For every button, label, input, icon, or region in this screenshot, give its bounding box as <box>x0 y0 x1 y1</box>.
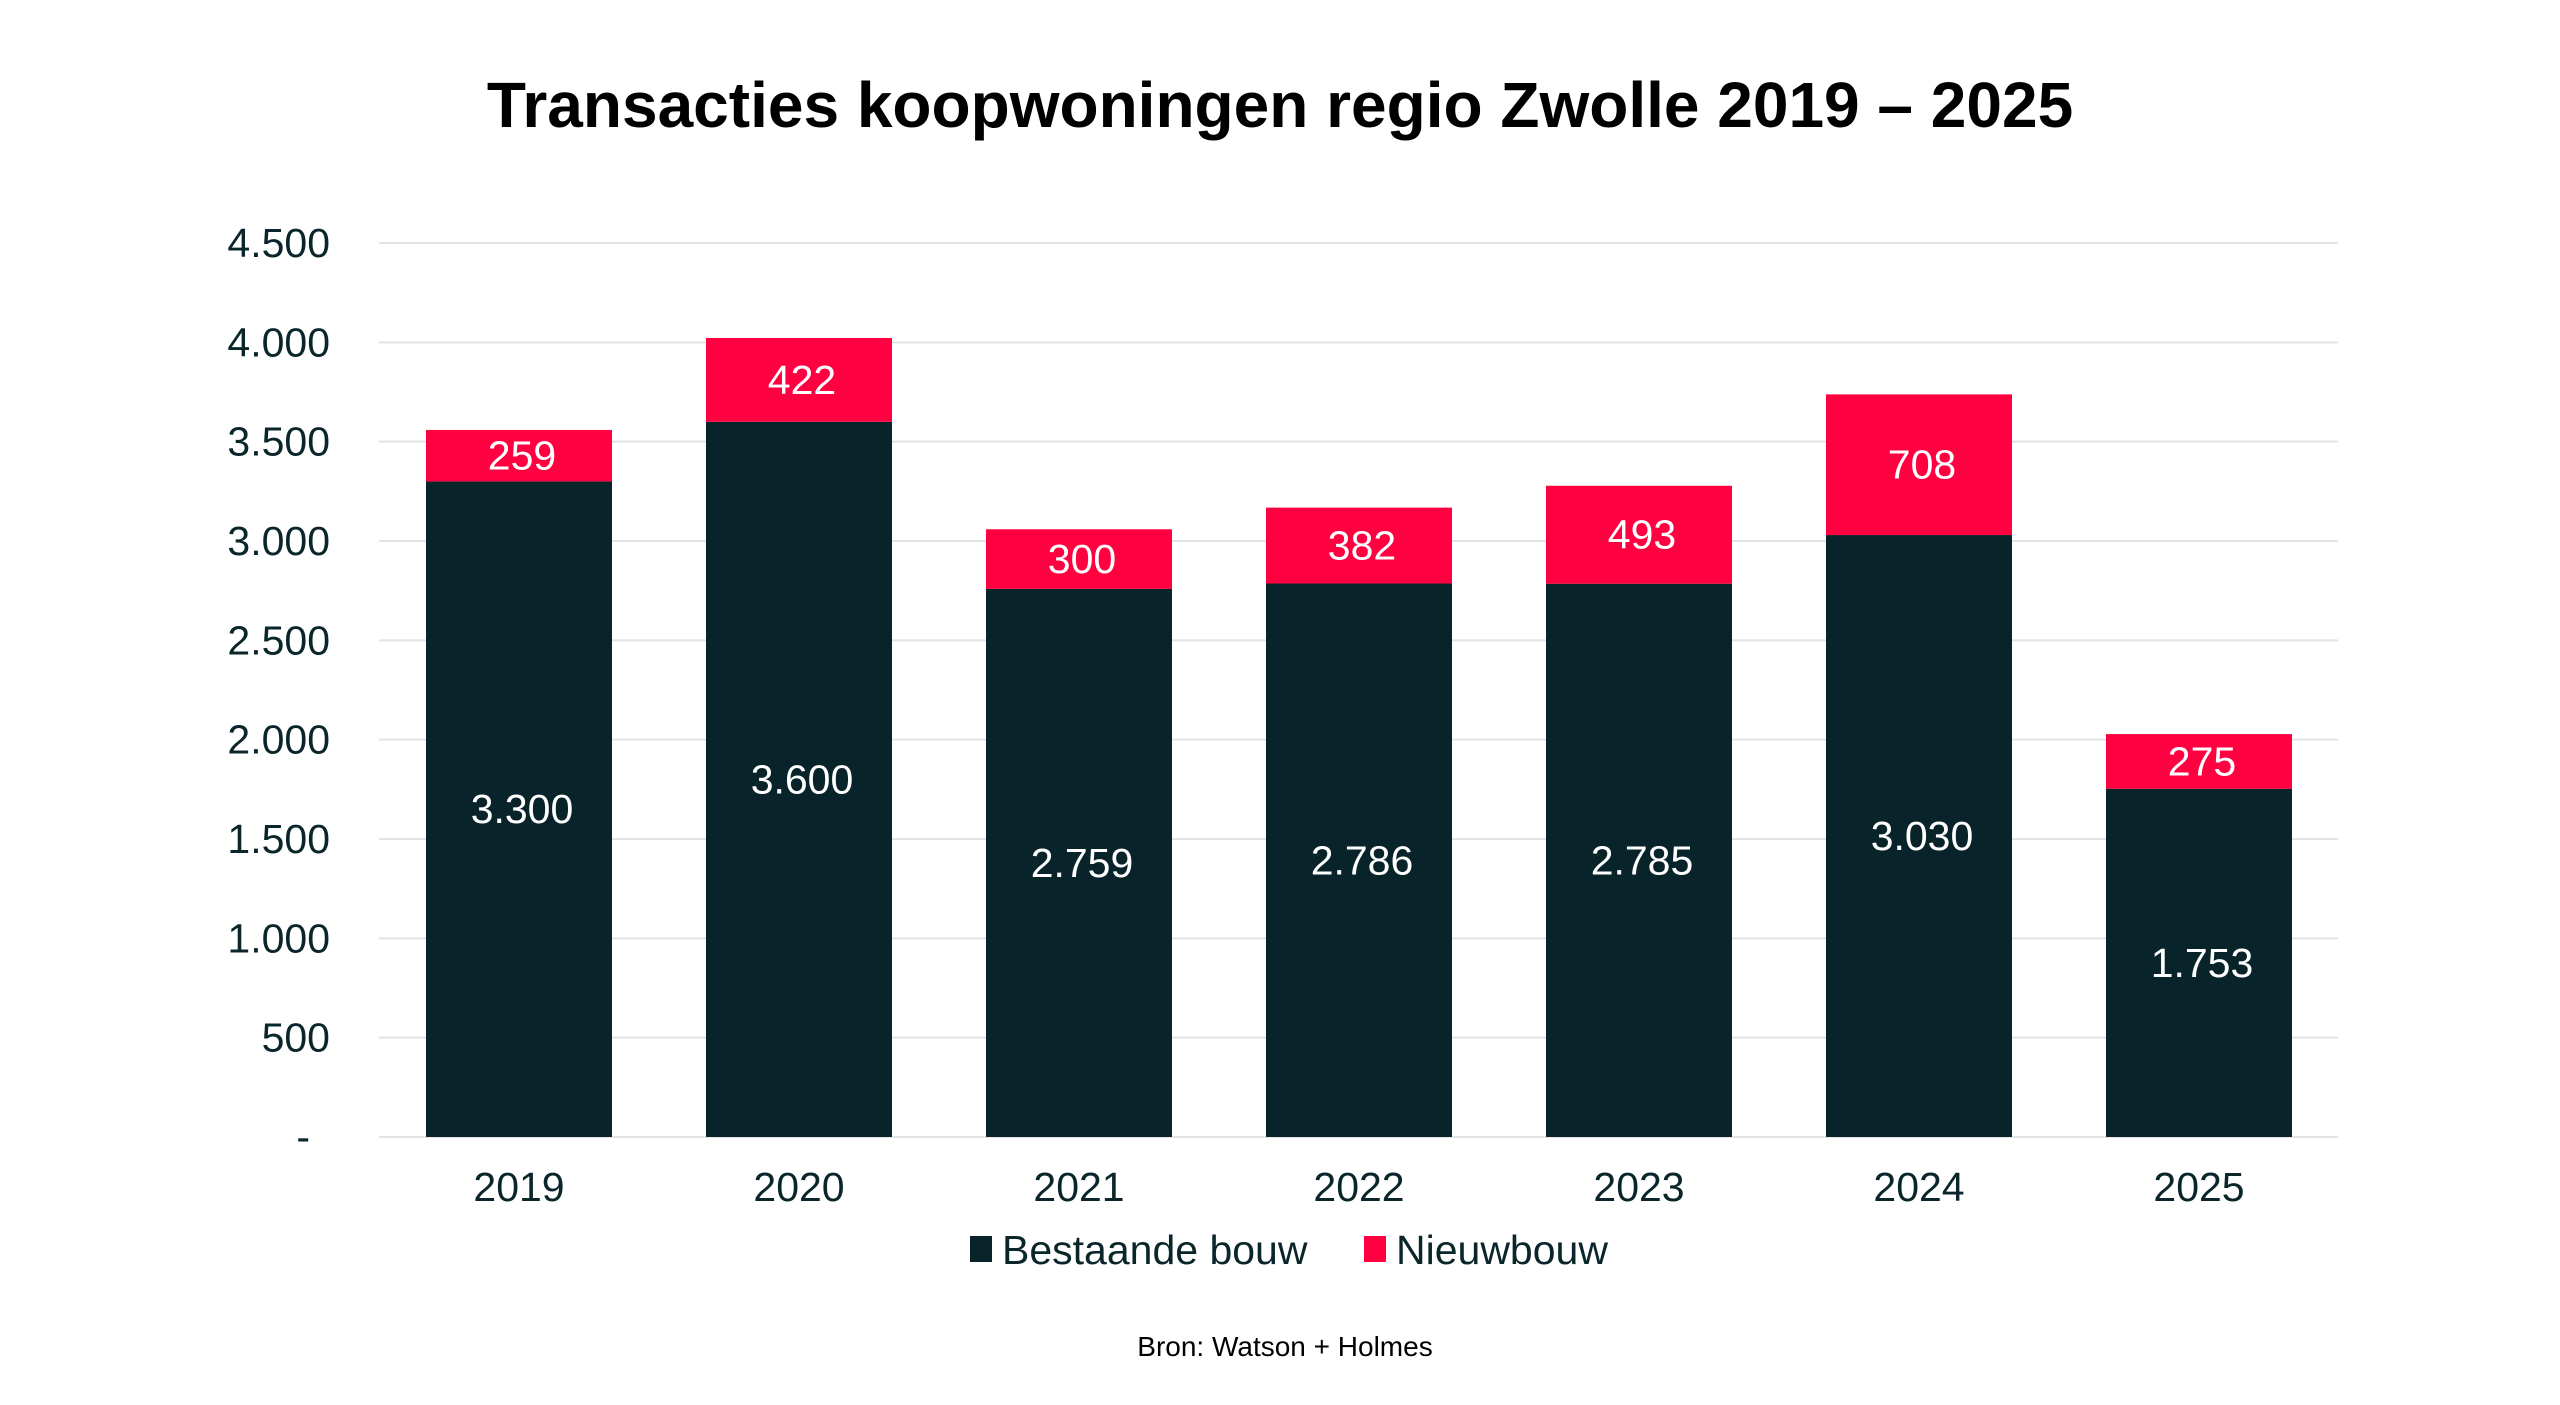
data-label: 300 <box>1048 536 1116 582</box>
bar-nieuwbouw-2019 <box>426 429 612 482</box>
x-axis-ticks: 2019 2020 2021 2022 2023 2024 2025 <box>473 1164 2244 1210</box>
chart-title: Transacties koopwoningen regio Zwolle 20… <box>487 69 2073 141</box>
data-label: 493 <box>1608 512 1676 558</box>
bars <box>426 337 2292 1137</box>
y-tick-label: 1.000 <box>227 915 330 961</box>
bar-nieuwbouw-2020 <box>706 337 892 422</box>
legend-label-bestaande-bouw: Bestaande bouw <box>1002 1227 1308 1273</box>
bar-bestaande-bouw-2021 <box>986 588 1172 1137</box>
y-axis-ticks: - 500 1.000 1.500 2.000 2.500 3.000 3.500 4.000 4… <box>227 220 330 1160</box>
bar-bestaande-bouw-2022 <box>1266 583 1452 1137</box>
bar-nieuwbouw-2021 <box>986 529 1172 589</box>
bar-nieuwbouw-2022 <box>1266 507 1452 584</box>
data-label: 2.786 <box>1311 837 1414 883</box>
data-label: 708 <box>1888 442 1956 488</box>
data-label: 382 <box>1328 523 1396 569</box>
legend: Bestaande bouw Nieuwbouw <box>970 1227 1608 1273</box>
bar-nieuwbouw-2023 <box>1546 485 1732 584</box>
data-label: 259 <box>488 433 556 479</box>
x-tick-label: 2019 <box>473 1164 564 1210</box>
data-label: 1.753 <box>2151 940 2254 986</box>
x-tick-label: 2025 <box>2153 1164 2244 1210</box>
legend-swatch-bestaande-bouw <box>970 1236 992 1262</box>
data-labels: 3.300 259 3.600 422 2.759 300 2.786 382 2.785 493… <box>471 357 2254 986</box>
bar-bestaande-bouw-2023 <box>1546 583 1732 1137</box>
x-tick-label: 2023 <box>1593 1164 1684 1210</box>
data-label: 3.600 <box>751 756 854 802</box>
bar-bestaande-bouw-2019 <box>426 481 612 1137</box>
y-tick-label: 2.000 <box>227 717 330 763</box>
y-tick-label: 500 <box>262 1015 330 1061</box>
bar-bestaande-bouw-2025 <box>2106 788 2292 1137</box>
y-tick-label: 4.000 <box>227 319 330 365</box>
x-tick-label: 2021 <box>1033 1164 1124 1210</box>
data-label: 3.300 <box>471 786 574 832</box>
x-tick-label: 2024 <box>1873 1164 1964 1210</box>
data-label: 422 <box>768 357 836 403</box>
y-tick-label: 2.500 <box>227 617 330 663</box>
y-tick-label: 1.500 <box>227 816 330 862</box>
bar-bestaande-bouw-2024 <box>1826 535 2012 1137</box>
legend-swatch-nieuwbouw <box>1364 1236 1386 1262</box>
y-tick-label: 3.000 <box>227 518 330 564</box>
source-note: Bron: Watson + Holmes <box>1137 1331 1432 1362</box>
bar-nieuwbouw-2025 <box>2106 734 2292 789</box>
x-tick-label: 2022 <box>1313 1164 1404 1210</box>
y-tick-label: 4.500 <box>227 220 330 266</box>
bar-nieuwbouw-2024 <box>1826 394 2012 536</box>
data-label: 2.759 <box>1031 840 1134 886</box>
data-label: 2.785 <box>1591 837 1694 883</box>
data-label: 275 <box>2168 738 2236 784</box>
legend-label-nieuwbouw: Nieuwbouw <box>1396 1227 1608 1273</box>
x-tick-label: 2020 <box>753 1164 844 1210</box>
data-label: 3.030 <box>1871 813 1974 859</box>
bar-bestaande-bouw-2020 <box>706 421 892 1137</box>
y-tick-label: - <box>296 1114 310 1160</box>
y-tick-label: 3.500 <box>227 419 330 465</box>
